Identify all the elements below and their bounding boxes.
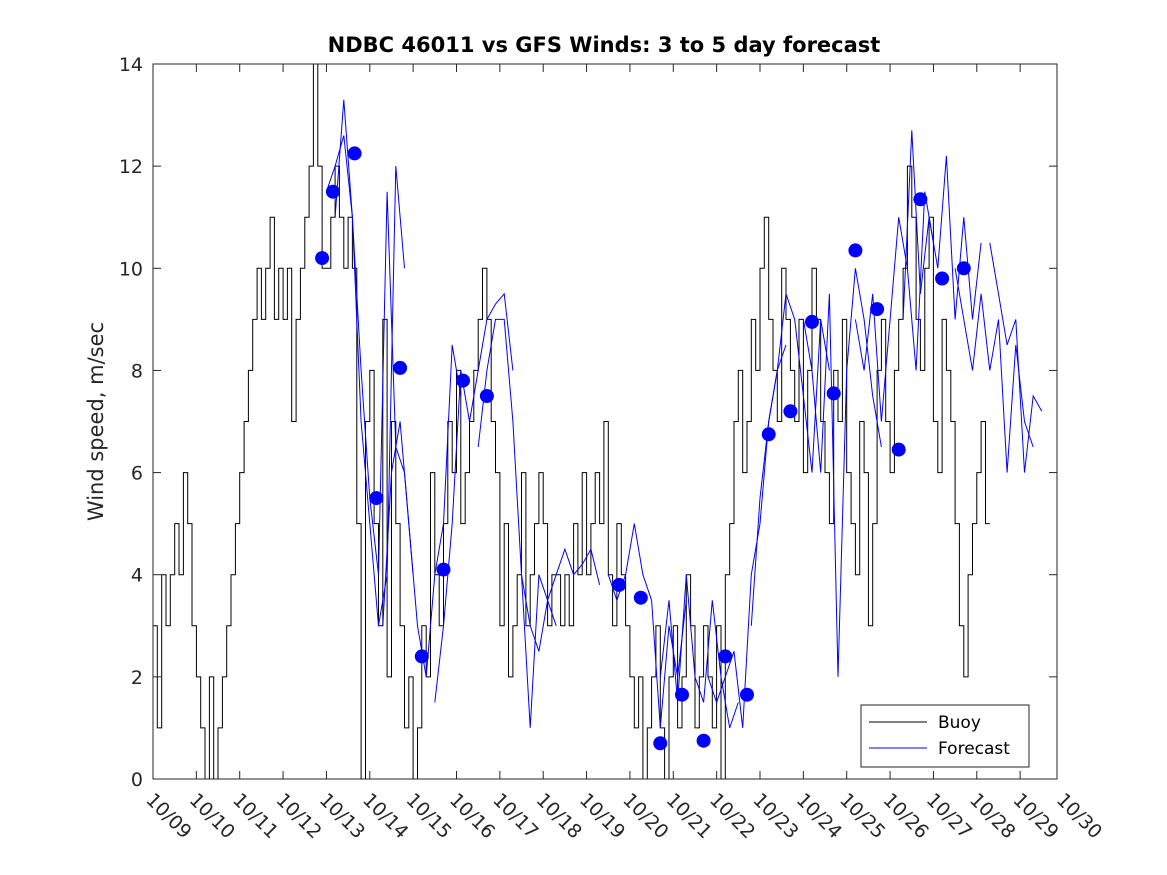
forecast-marker bbox=[633, 590, 648, 605]
y-tick-label: 6 bbox=[131, 463, 143, 485]
forecast-marker bbox=[913, 192, 928, 207]
y-tick-label: 4 bbox=[131, 565, 143, 587]
legend: Buoy Forecast bbox=[860, 704, 1030, 768]
forecast-series-line bbox=[477, 318, 557, 728]
forecast-marker bbox=[479, 389, 494, 403]
plot-area bbox=[152, 63, 1058, 780]
forecast-series-line bbox=[854, 191, 934, 422]
forecast-marker bbox=[414, 649, 429, 664]
forecast-marker bbox=[347, 146, 362, 161]
y-axis: 0 2 4 6 8 10 12 14 bbox=[119, 54, 1057, 791]
forecast-series-line bbox=[802, 268, 882, 677]
forecast-marker bbox=[956, 261, 971, 276]
forecast-marker bbox=[805, 314, 819, 329]
axes-frame bbox=[152, 63, 1058, 780]
forecast-marker bbox=[718, 649, 733, 664]
legend-box bbox=[860, 704, 1030, 768]
marker-layer bbox=[315, 146, 971, 751]
forecast-marker bbox=[761, 427, 776, 442]
forecast-marker bbox=[935, 271, 950, 286]
forecast-series-line bbox=[521, 547, 601, 652]
forecast-marker bbox=[891, 442, 906, 457]
forecast-series-line bbox=[954, 268, 1034, 473]
forecast-marker bbox=[315, 251, 330, 266]
y-tick-label: 8 bbox=[131, 360, 143, 382]
y-tick-label: 0 bbox=[131, 769, 143, 791]
y-tick-label: 10 bbox=[119, 258, 143, 280]
forecast-marker bbox=[456, 373, 470, 388]
y-tick-label: 12 bbox=[119, 156, 143, 178]
legend-label-forecast: Forecast bbox=[938, 739, 1010, 759]
forecast-marker bbox=[783, 404, 798, 419]
forecast-series-line bbox=[334, 99, 414, 575]
forecast-series-line bbox=[750, 293, 830, 626]
forecast-marker bbox=[612, 577, 627, 592]
forecast-marker bbox=[325, 184, 340, 199]
forecast-marker bbox=[369, 491, 384, 506]
forecast-marker bbox=[740, 687, 754, 702]
forecast-marker bbox=[848, 243, 863, 258]
forecast-series-line bbox=[325, 135, 405, 626]
chart-title: NDBC 46011 vs GFS Winds: 3 to 5 day fore… bbox=[328, 33, 881, 57]
legend-label-buoy: Buoy bbox=[938, 713, 981, 733]
forecast-series-line bbox=[989, 242, 1043, 473]
y-tick-label: 14 bbox=[119, 54, 143, 76]
forecast-marker bbox=[653, 736, 668, 751]
forecast-marker bbox=[696, 733, 711, 748]
forecast-marker bbox=[393, 360, 408, 375]
forecast-marker bbox=[436, 562, 451, 577]
y-tick-label: 2 bbox=[131, 667, 143, 689]
forecast-series-line bbox=[659, 574, 739, 729]
forecast-marker bbox=[826, 386, 841, 401]
forecast-marker bbox=[675, 687, 689, 702]
y-axis-label: Wind speed, m/sec bbox=[84, 322, 108, 521]
forecast-marker bbox=[870, 302, 885, 317]
